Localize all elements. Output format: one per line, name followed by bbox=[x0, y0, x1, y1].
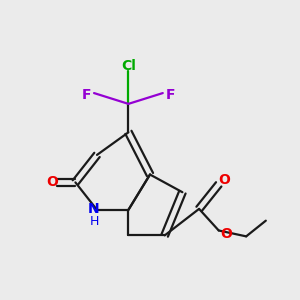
Text: O: O bbox=[46, 176, 58, 189]
Text: H: H bbox=[89, 215, 99, 228]
Text: F: F bbox=[82, 88, 91, 102]
Text: O: O bbox=[219, 173, 230, 188]
Text: Cl: Cl bbox=[121, 58, 136, 73]
Text: F: F bbox=[166, 88, 175, 102]
Text: O: O bbox=[220, 227, 232, 242]
Text: N: N bbox=[88, 202, 100, 216]
